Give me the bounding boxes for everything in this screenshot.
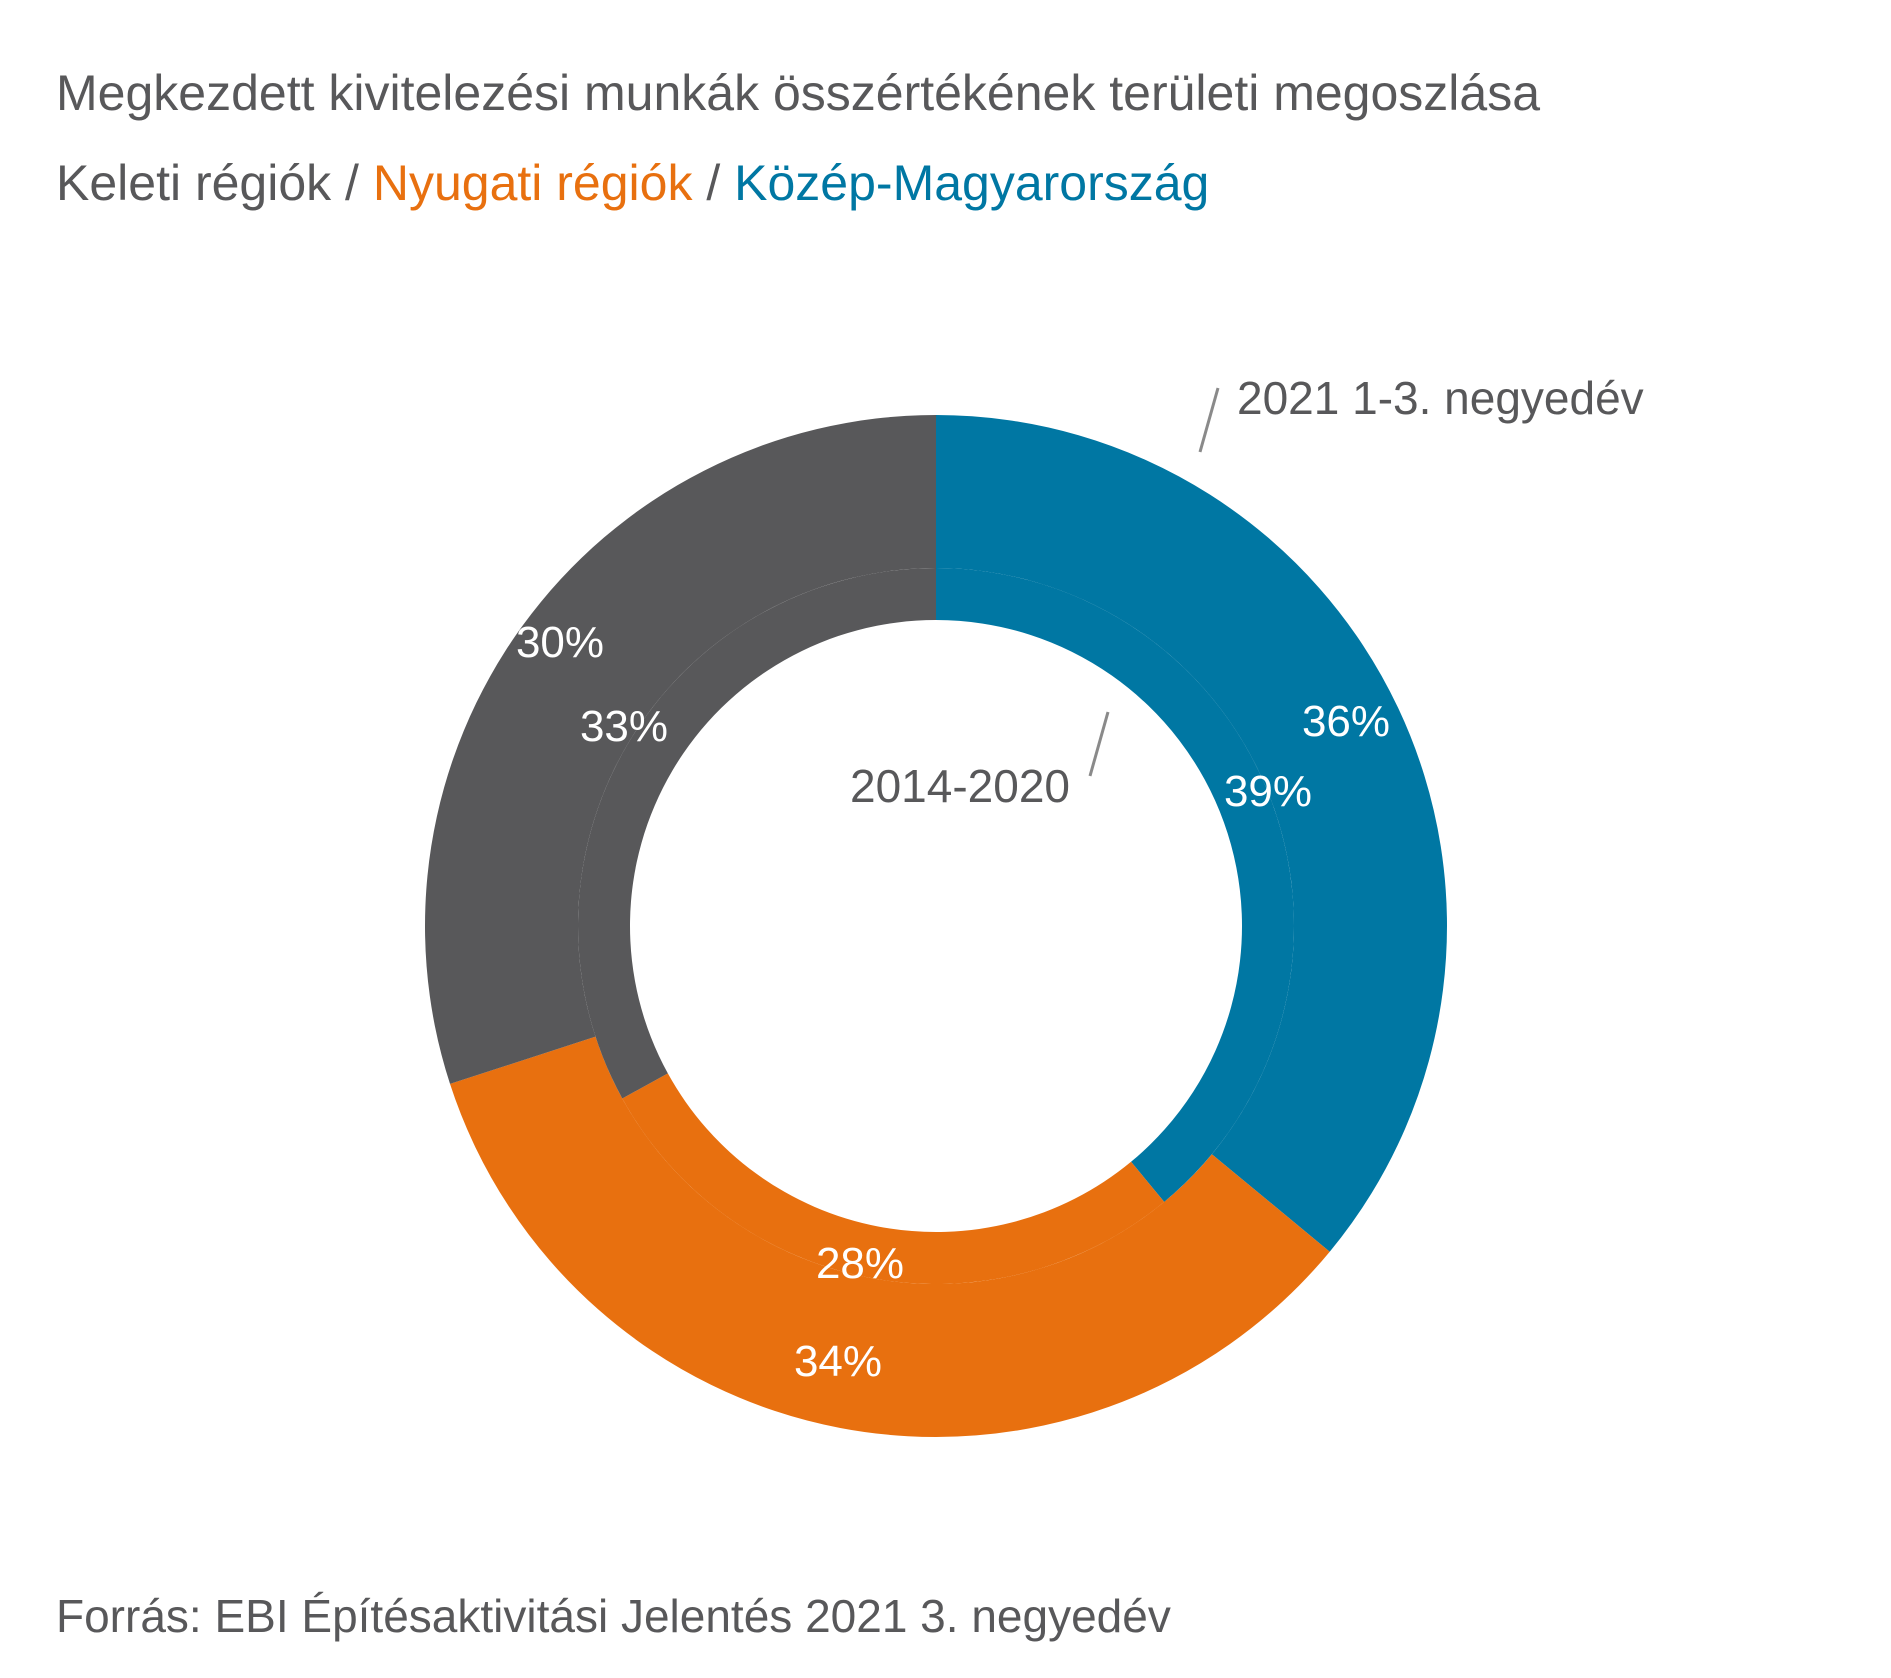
data-label-outer-nyugati: 34%: [794, 1337, 882, 1386]
chart-subtitle-legend: Keleti régiók / Nyugati régiók / Közép-M…: [56, 150, 1209, 216]
slice-inner-keleti: [578, 568, 936, 1099]
donut-chart: 36% 34% 30% 39% 28% 33% 2021 1-3. negyedév 2014…: [424, 372, 1644, 1437]
data-label-inner-kozep: 39%: [1224, 767, 1312, 816]
data-label-inner-nyugati: 28%: [816, 1239, 904, 1288]
slice-outer-keleti: [424, 415, 936, 1084]
legend-label-keleti: Keleti régiók: [56, 155, 332, 211]
slice-outer-kozep: [936, 415, 1447, 1252]
legend-separator: /: [692, 155, 735, 211]
annotation-leader-inner: [1088, 711, 1110, 777]
legend-label-kozep: Közép-Magyarország: [734, 155, 1210, 211]
data-label-outer-kozep: 36%: [1302, 697, 1390, 746]
legend-label-nyugati: Nyugati régiók: [372, 155, 693, 211]
slice-outer-nyugati: [450, 1036, 1330, 1437]
slice-inner-nyugati: [622, 1073, 1165, 1284]
chart-source: Forrás: EBI Építésaktivitási Jelentés 20…: [56, 1590, 1171, 1642]
data-label-outer-keleti: 30%: [516, 618, 604, 667]
legend-separator: /: [331, 155, 373, 211]
annotation-leader-outer: [1198, 387, 1220, 453]
series-annotation-inner: 2014-2020: [850, 760, 1070, 812]
data-label-inner-keleti: 33%: [580, 702, 668, 751]
series-annotation-outer: 2021 1-3. negyedév: [1237, 372, 1644, 424]
slice-inner-kozep: [936, 568, 1294, 1202]
chart-title: Megkezdett kivitelezési munkák összérték…: [56, 65, 1541, 121]
